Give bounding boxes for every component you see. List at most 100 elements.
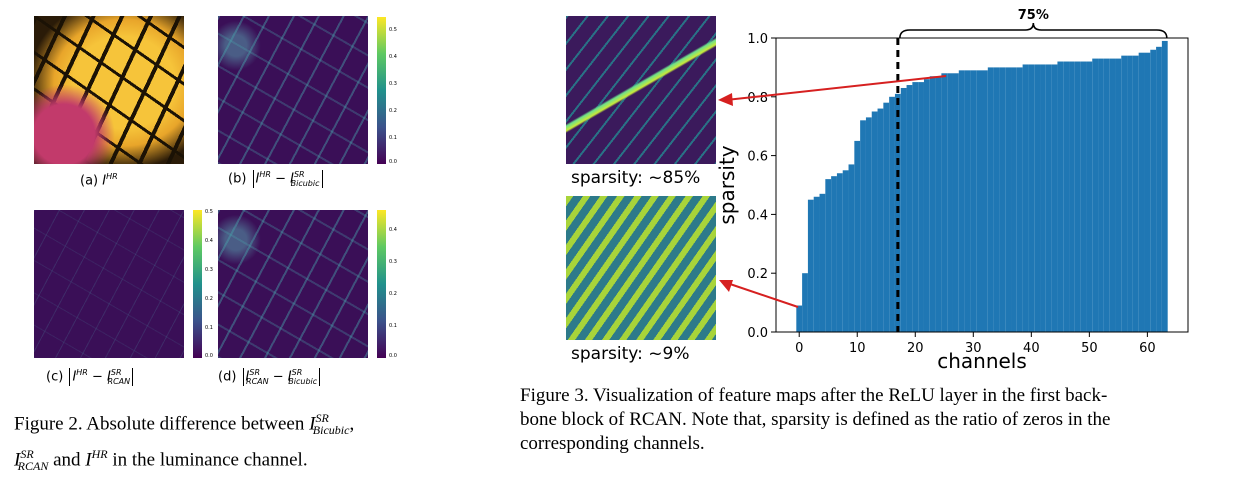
bar-channel-22 — [923, 79, 930, 332]
bar-channel-8 — [842, 170, 849, 332]
panel-d-colorbar — [377, 210, 386, 358]
percent-brace — [899, 22, 1168, 39]
bar-channel-4 — [819, 193, 826, 332]
panel-a-hr-image — [34, 16, 184, 164]
x-tick-label: 20 — [907, 341, 924, 356]
feature-map-sparse — [566, 16, 716, 164]
y-tick-label: 0.2 — [747, 267, 768, 282]
plot-frame — [775, 37, 1189, 333]
y-axis-ticks: 0.0 0.2 0.4 0.6 0.8 1.0 — [747, 32, 776, 341]
y-tick-label: 0.6 — [747, 150, 768, 165]
bar-channel-26 — [947, 73, 953, 332]
bar-channel-7 — [836, 173, 843, 332]
panel-b-colorbar — [377, 17, 386, 164]
y-tick-label: 1.0 — [747, 32, 768, 47]
arrow-head-dense — [719, 280, 733, 292]
panel-c-rcan-diff — [34, 210, 184, 358]
bar-channel-59 — [1138, 52, 1145, 332]
y-axis-label: sparsity — [715, 145, 739, 224]
bar-channel-9 — [848, 164, 855, 332]
panel-c-label: (c) IHR − ISRRCAN — [46, 368, 135, 386]
percent-annotation: 75% — [1018, 8, 1049, 23]
bar-channel-18 — [900, 87, 907, 332]
bar-channel-56 — [1121, 55, 1128, 332]
bar-channel-0 — [796, 305, 803, 332]
bar-channel-6 — [831, 176, 837, 332]
bar-channel-41 — [1034, 64, 1041, 333]
bar-channel-50 — [1086, 61, 1093, 333]
bar-channel-61 — [1150, 49, 1157, 332]
arrow-to-sparse-map — [725, 75, 947, 101]
chart-bars — [796, 40, 1168, 333]
bar-channel-37 — [1011, 67, 1017, 333]
panel-c-colorbar — [193, 210, 202, 358]
bar-channel-63 — [1161, 40, 1168, 332]
bar-channel-19 — [906, 85, 913, 332]
x-tick-label: 30 — [965, 341, 982, 356]
bar-channel-32 — [982, 70, 988, 332]
bar-channel-24 — [935, 76, 942, 332]
panel-d-label: (d) ISRRCAN − ISRBicubic — [218, 368, 322, 386]
bar-channel-11 — [860, 120, 866, 332]
bar-channel-60 — [1144, 52, 1151, 332]
panel-b-label: (b) IHR − ISRBicubic — [228, 170, 325, 188]
bar-channel-39 — [1022, 64, 1029, 333]
feature-map-dense — [566, 196, 716, 340]
bar-channel-34 — [993, 67, 1000, 333]
panel-d-rcan-bicubic-diff — [218, 210, 368, 358]
bar-channel-15 — [883, 102, 890, 333]
bar-channel-36 — [1005, 67, 1012, 333]
sparsity-label-top: sparsity: ~85% — [571, 168, 701, 188]
bar-channel-30 — [970, 70, 977, 332]
x-axis-label: channels — [937, 349, 1027, 373]
arrow-head-sparse — [718, 93, 733, 106]
bar-channel-48 — [1074, 61, 1081, 333]
bar-channel-54 — [1109, 58, 1116, 333]
y-tick-label: 0.4 — [747, 208, 768, 223]
x-tick-label: 10 — [849, 341, 866, 356]
bar-channel-58 — [1132, 55, 1139, 332]
bar-channel-25 — [941, 73, 948, 332]
bar-channel-5 — [825, 179, 832, 332]
bar-channel-55 — [1115, 58, 1122, 333]
bar-channel-33 — [987, 67, 994, 333]
sparsity-label-bottom: sparsity: ~9% — [571, 344, 690, 364]
figure-2-caption: Figure 2. Absolute difference between IS… — [14, 411, 355, 474]
bar-channel-46 — [1063, 61, 1070, 333]
arrow-to-dense-map — [726, 282, 799, 308]
sparsity-bar-chart: 0 10 20 30 40 50 60 0.0 0.2 0.4 0.6 0.8 1.0 channel… — [715, 8, 1189, 373]
bar-channel-52 — [1098, 58, 1104, 333]
bar-channel-20 — [912, 82, 919, 332]
bar-channel-21 — [918, 82, 924, 332]
bar-channel-16 — [889, 96, 895, 332]
panel-a-label: (a) IHR — [80, 172, 118, 189]
bar-channel-57 — [1127, 55, 1133, 332]
bar-channel-12 — [865, 117, 872, 332]
bar-channel-62 — [1156, 46, 1162, 332]
x-tick-label: 60 — [1139, 341, 1156, 356]
bar-channel-29 — [964, 70, 971, 332]
bar-channel-40 — [1028, 64, 1035, 333]
bar-channel-3 — [813, 196, 820, 332]
bar-channel-45 — [1057, 61, 1064, 333]
bar-channel-35 — [999, 67, 1006, 333]
x-tick-label: 0 — [795, 341, 803, 356]
bar-channel-14 — [877, 108, 884, 332]
bar-channel-42 — [1040, 64, 1046, 333]
bar-channel-28 — [958, 70, 965, 332]
x-axis-ticks: 0 10 20 30 40 50 60 — [795, 332, 1156, 356]
bar-channel-27 — [952, 73, 959, 332]
bar-channel-10 — [854, 140, 861, 332]
bar-channel-47 — [1069, 61, 1075, 333]
x-tick-label: 50 — [1081, 341, 1098, 356]
bar-channel-1 — [802, 273, 808, 332]
figure-3-caption: Figure 3. Visualization of feature maps … — [520, 385, 1111, 454]
y-tick-label: 0.0 — [747, 326, 768, 341]
bar-channel-44 — [1051, 64, 1058, 333]
bar-channel-51 — [1092, 58, 1099, 333]
bar-channel-38 — [1016, 67, 1023, 333]
bar-channel-31 — [976, 70, 982, 332]
bar-channel-2 — [807, 199, 814, 332]
bar-channel-53 — [1103, 58, 1110, 333]
x-tick-label: 40 — [1023, 341, 1040, 356]
